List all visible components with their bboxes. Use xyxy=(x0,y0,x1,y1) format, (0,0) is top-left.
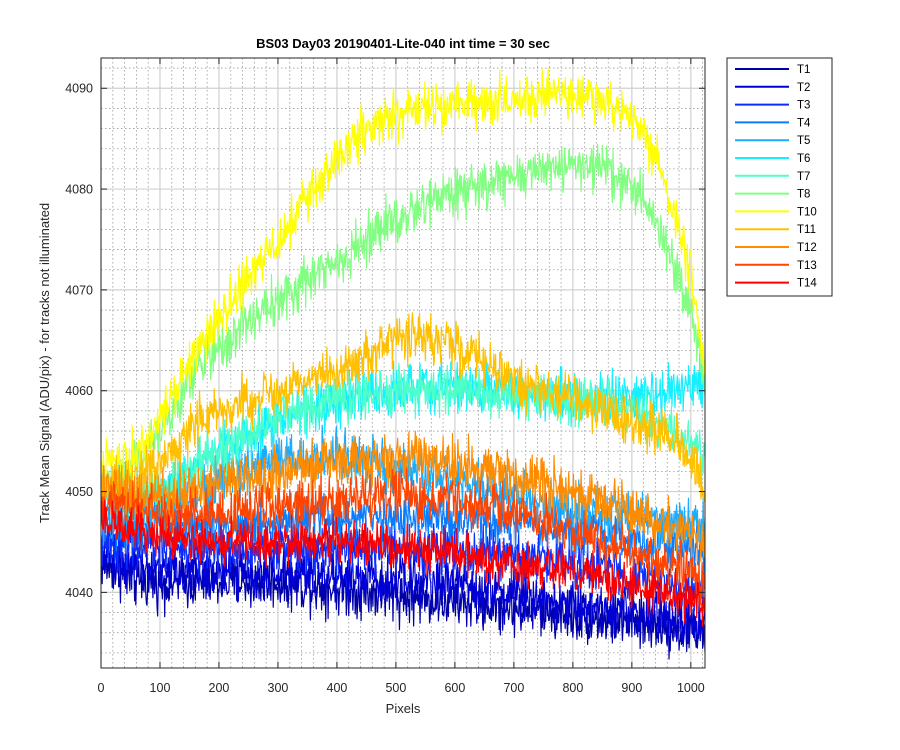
y-tick-label: 4080 xyxy=(65,183,93,197)
x-axis-ticks: 0 100 200 300 400 500 600 700 800 900 1000 xyxy=(98,58,705,695)
x-tick-label: 0 xyxy=(98,681,105,695)
legend-box xyxy=(726,57,833,297)
x-tick-label: 300 xyxy=(268,681,289,695)
y-tick-label: 4070 xyxy=(65,283,93,297)
legend-label-t11: T11 xyxy=(797,224,816,236)
series-line-t8 xyxy=(101,143,705,507)
legend-label-t1: T1 xyxy=(797,64,810,76)
x-tick-label: 1000 xyxy=(677,681,705,695)
legend-label-t2: T2 xyxy=(797,82,810,94)
series-line-t2 xyxy=(101,525,705,648)
x-tick-label: 900 xyxy=(621,681,642,695)
legend-label-t5: T5 xyxy=(797,135,810,147)
series-line-t1 xyxy=(101,545,705,660)
legend-label-t7: T7 xyxy=(797,171,810,183)
series-line-t7 xyxy=(101,362,705,526)
y-tick-label: 4040 xyxy=(65,586,93,600)
series-layer xyxy=(101,67,705,660)
x-tick-label: 200 xyxy=(209,681,230,695)
y-axis-ticks: 4040 4050 4060 4070 4080 4090 xyxy=(65,82,705,600)
series-line-t13 xyxy=(101,467,705,609)
legend-label-t13: T13 xyxy=(797,260,817,272)
x-tick-label: 400 xyxy=(327,681,348,695)
series-line-t11 xyxy=(101,312,705,516)
y-tick-label: 4060 xyxy=(65,384,93,398)
legend-label-t6: T6 xyxy=(797,153,810,165)
y-tick-label: 4090 xyxy=(65,82,93,96)
y-axis-label: Track Mean Signal (ADU/pix) - for tracks… xyxy=(37,203,52,523)
legend-label-t10: T10 xyxy=(797,206,817,218)
y-tick-label: 4050 xyxy=(65,485,93,499)
x-tick-label: 600 xyxy=(444,681,465,695)
legend-label-t14: T14 xyxy=(797,278,817,290)
x-tick-label: 800 xyxy=(562,681,583,695)
axes-box xyxy=(100,57,706,669)
chart-title: BS03 Day03 20190401-Lite-040 int time = … xyxy=(256,36,550,51)
legend-label-t3: T3 xyxy=(797,100,810,112)
x-tick-label: 700 xyxy=(503,681,524,695)
series-line-t14 xyxy=(101,499,705,627)
x-tick-label: 500 xyxy=(385,681,406,695)
x-axis-label: Pixels xyxy=(386,701,421,716)
legend: T1 T2 T3 T4 T5 T6 T7 T8 T10 T11 T12 T13 T14 xyxy=(726,57,833,297)
series-line-t10 xyxy=(101,67,705,487)
legend-label-t8: T8 xyxy=(797,189,810,201)
legend-label-t4: T4 xyxy=(797,117,811,129)
x-tick-label: 100 xyxy=(150,681,171,695)
series-line-t12 xyxy=(101,430,705,563)
legend-label-t12: T12 xyxy=(797,242,817,254)
